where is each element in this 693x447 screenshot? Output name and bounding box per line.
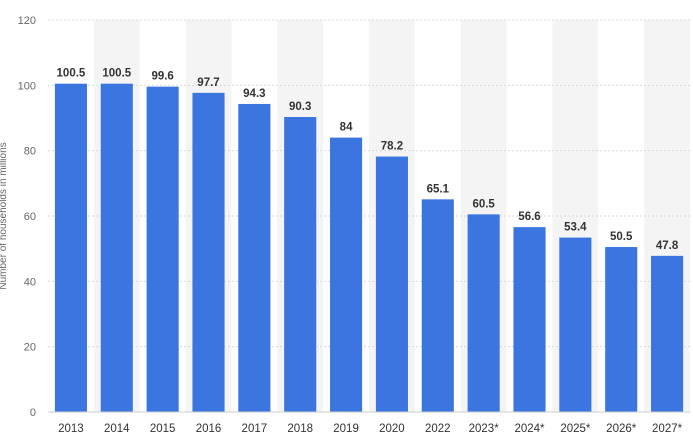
data-label: 78.2 (381, 141, 403, 153)
bar (651, 255, 684, 412)
x-tick-label: 2017 (242, 423, 268, 435)
bar (238, 103, 271, 412)
data-label: 100.5 (102, 68, 131, 80)
x-tick-label: 2023* (469, 423, 500, 435)
bar (330, 137, 363, 412)
x-tick-label: 2027* (652, 423, 683, 435)
y-tick-label: 40 (24, 276, 36, 288)
bars (54, 83, 684, 413)
gridlines (48, 19, 690, 348)
bar (146, 86, 179, 412)
x-tick-label: 2016 (196, 423, 222, 435)
x-tick-label: 2025* (560, 423, 591, 435)
bar (467, 214, 500, 412)
data-label: 94.3 (243, 88, 265, 100)
data-label: 53.4 (564, 222, 587, 234)
data-label: 60.5 (472, 198, 495, 210)
data-label: 100.5 (57, 68, 86, 80)
y-axis-ticks: 0 20 40 60 80 100 120 (18, 15, 36, 419)
data-label: 84 (340, 122, 353, 134)
x-axis-labels: 2013 2014 2015 2016 2017 2018 2019 2020 2022 2023… (58, 423, 682, 435)
x-tick-label: 2014 (104, 423, 130, 435)
y-tick-label: 120 (18, 15, 36, 27)
data-label: 50.5 (610, 231, 633, 243)
x-tick-label: 2018 (287, 423, 313, 435)
data-label: 99.6 (151, 71, 173, 83)
data-label: 65.1 (427, 183, 450, 195)
data-labels: 100.5 100.5 99.6 97.7 94.3 90.3 84 78.2 65.1 60.5… (57, 68, 679, 252)
bar (54, 83, 87, 412)
bar (421, 199, 454, 412)
y-tick-label: 60 (24, 211, 36, 223)
bar (284, 117, 317, 413)
x-tick-label: 2015 (150, 423, 176, 435)
bar (559, 237, 592, 412)
bar (100, 83, 133, 412)
bar (375, 156, 408, 412)
data-label: 47.8 (656, 240, 679, 252)
x-tick-label: 2020 (379, 423, 405, 435)
y-axis-title: Number of households in millions (0, 142, 9, 289)
y-tick-label: 20 (24, 342, 36, 354)
y-tick-label: 80 (24, 146, 36, 158)
data-label: 97.7 (197, 77, 219, 89)
x-tick-label: 2024* (514, 423, 545, 435)
x-tick-label: 2019 (333, 423, 359, 435)
bar (605, 247, 638, 412)
data-label: 56.6 (518, 211, 540, 223)
x-tick-label: 2026* (606, 423, 637, 435)
bar (192, 92, 225, 412)
x-tick-label: 2022 (425, 423, 451, 435)
y-tick-label: 100 (18, 80, 36, 92)
y-tick-label: 0 (30, 407, 36, 419)
x-tick-label: 2013 (58, 423, 84, 435)
data-label: 90.3 (289, 101, 311, 113)
bar (513, 227, 546, 412)
